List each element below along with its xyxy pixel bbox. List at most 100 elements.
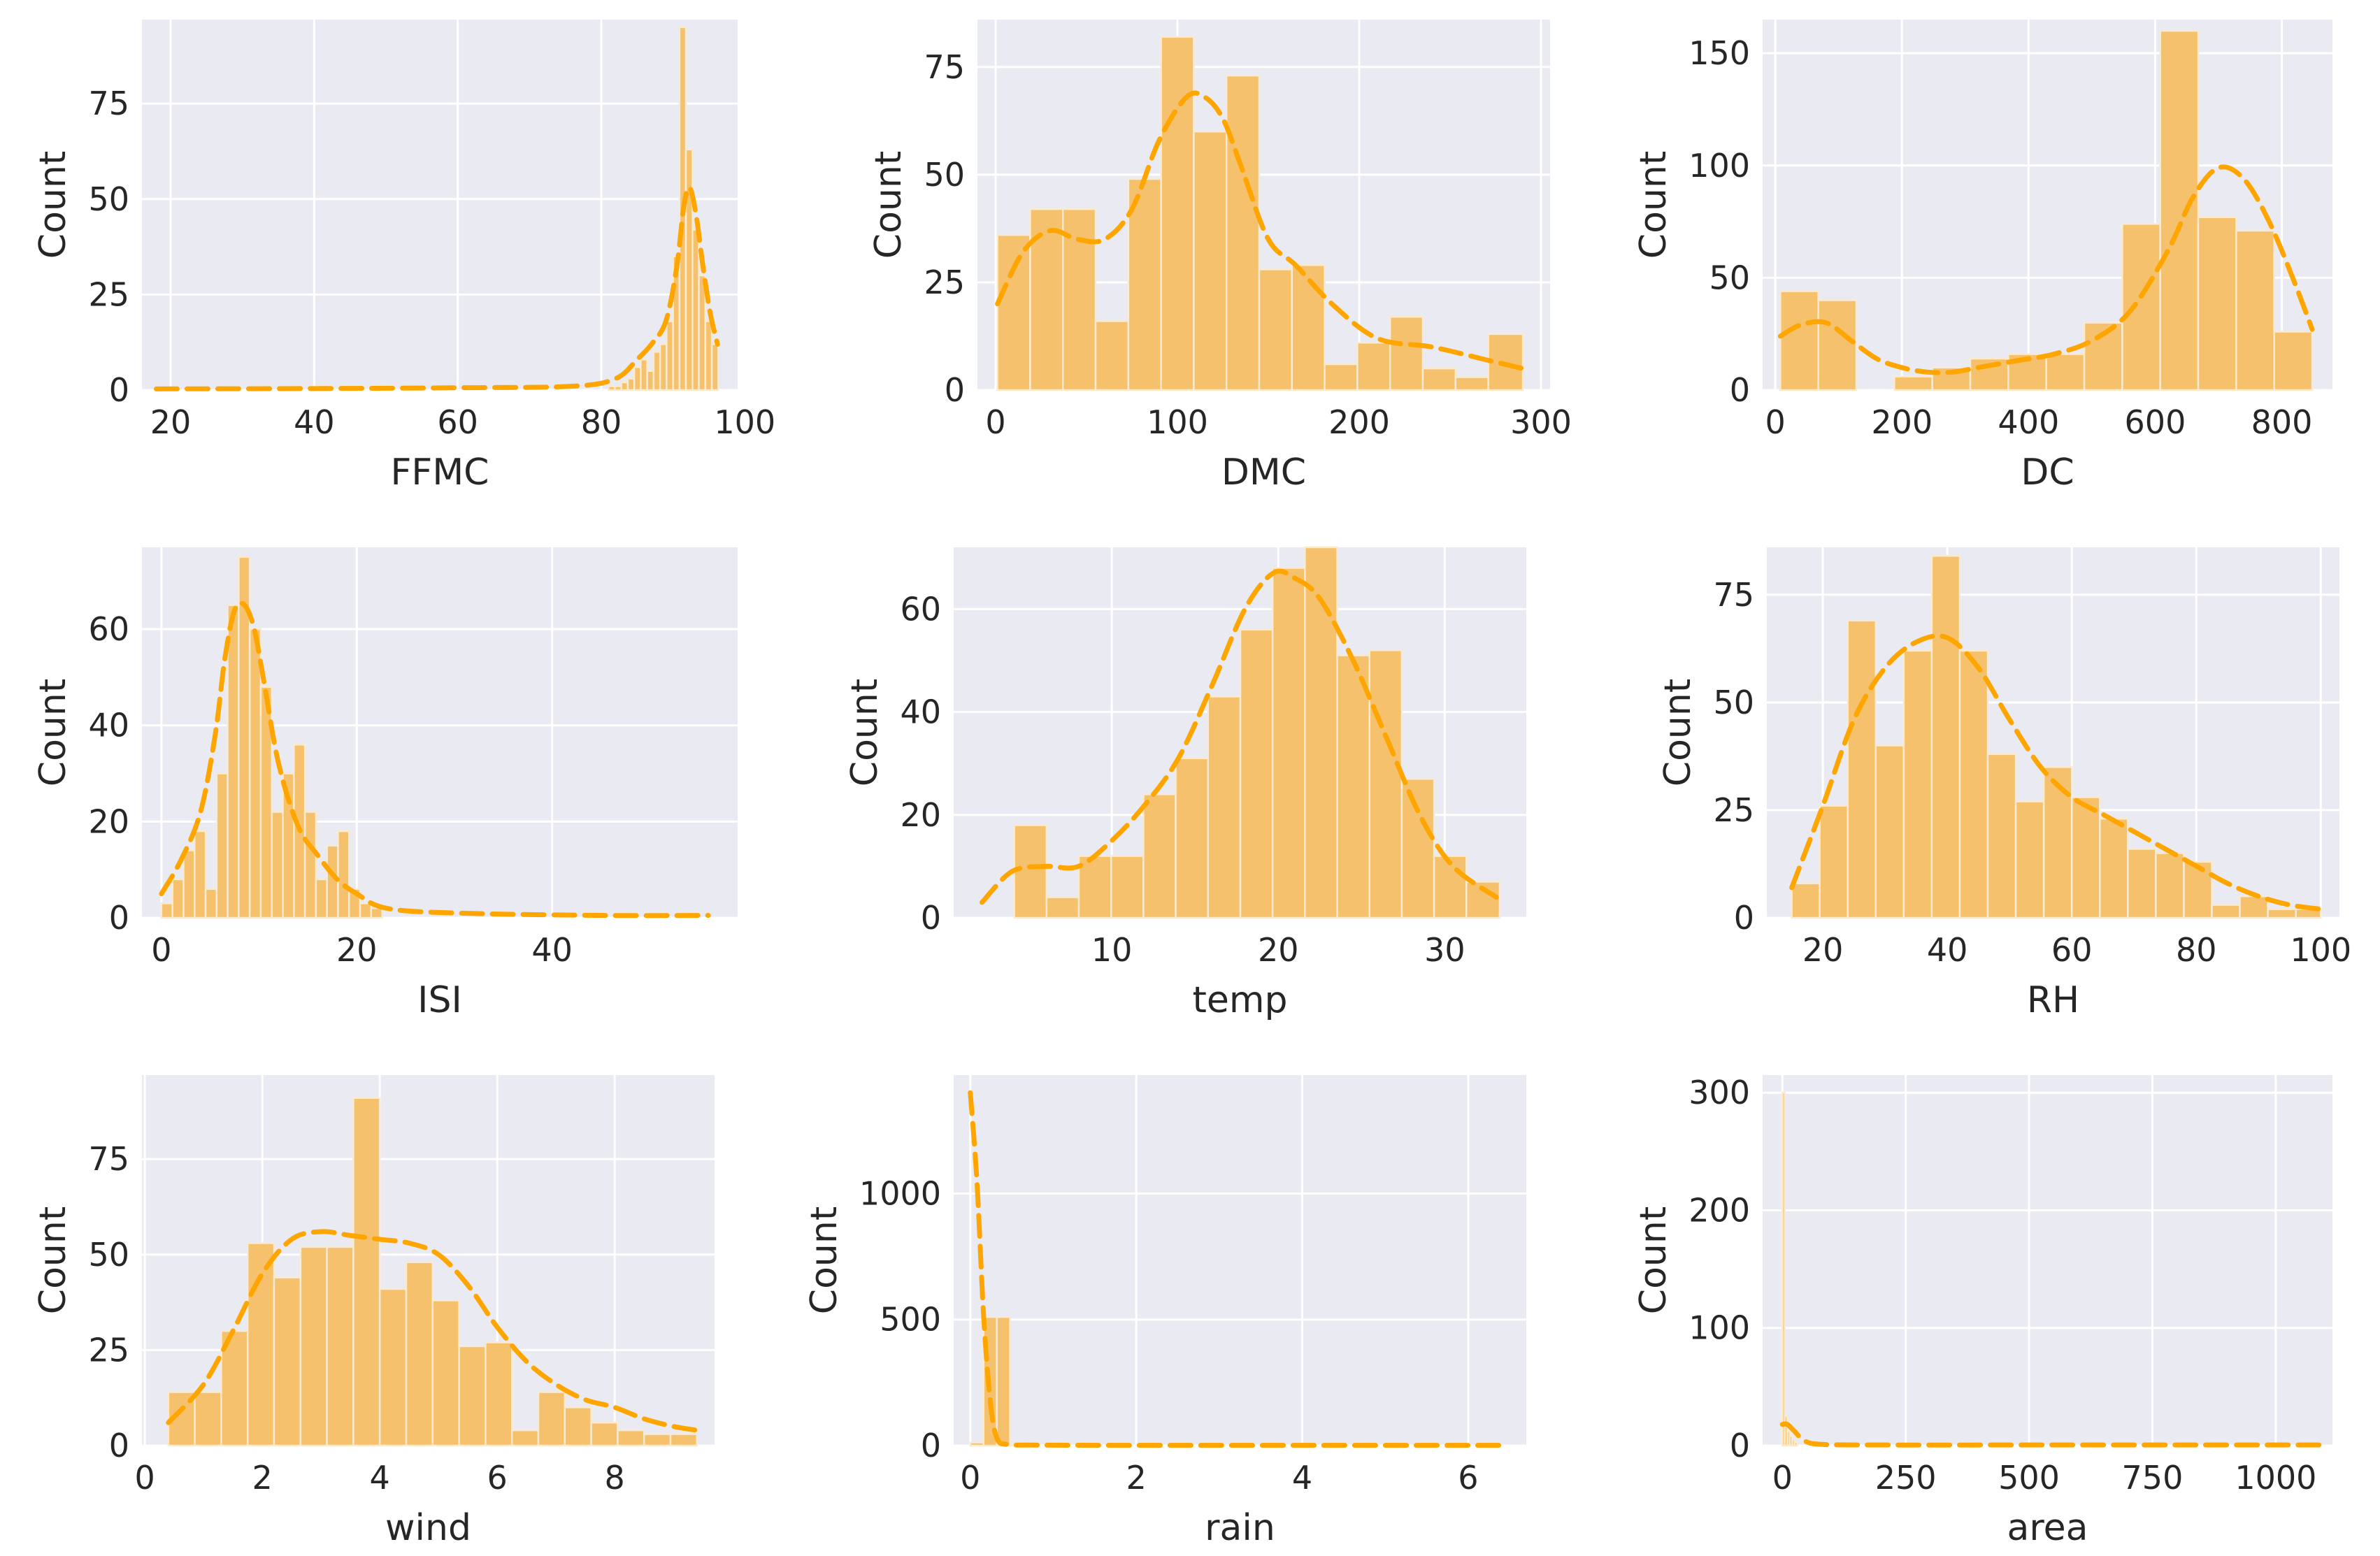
x-tick-label: 20 (1802, 931, 1844, 969)
y-tick-label: 200 (1689, 1191, 1750, 1229)
kde-line (1779, 1421, 2323, 1448)
y-tick-label: 20 (88, 802, 129, 840)
x-tick-label: 100 (1147, 403, 1208, 441)
x-tick-label: 0 (151, 931, 171, 969)
histogram-bar (359, 902, 373, 919)
histogram-bar (1013, 824, 1048, 919)
histogram-bar (1110, 855, 1145, 919)
kde-line (159, 600, 711, 919)
histogram-bar (1271, 567, 1306, 919)
histogram-bar (1304, 546, 1338, 919)
kde-line (1789, 633, 2323, 912)
histogram-bar (646, 370, 655, 391)
y-tick-label: 25 (924, 264, 965, 301)
histogram-bar (710, 343, 719, 391)
x-tick-label: 8 (605, 1459, 625, 1497)
kde-line (979, 568, 1499, 905)
histogram-bar (2121, 223, 2161, 391)
chart-panel-temp: 10 20 30 0 20 40 60 temp Count (844, 546, 1526, 1021)
x-tick-label: 40 (531, 931, 573, 969)
y-tick-label: 0 (1730, 371, 1750, 409)
histogram-bar (2235, 229, 2275, 391)
y-tick-label: 40 (900, 693, 941, 731)
kde-line (968, 1090, 1504, 1448)
x-tick-label: 4 (370, 1459, 390, 1497)
histogram-bar (2267, 908, 2297, 919)
histogram-bar (2127, 848, 2157, 919)
chart-panel-ffmc: 20 40 60 80 100 0 25 50 75 FFMC Count (32, 20, 775, 494)
histogram-bar (2083, 322, 2123, 391)
histogram-bar (194, 830, 207, 919)
y-tick-label: 300 (1689, 1074, 1750, 1111)
y-tick-label: 75 (1713, 576, 1754, 614)
histogram-bar (2239, 895, 2269, 919)
histogram-bar (1874, 744, 1905, 919)
y-tick-label: 0 (109, 1427, 129, 1464)
histogram-bar (698, 274, 707, 391)
y-tick-label: 60 (88, 610, 129, 648)
y-axis-label: Count (32, 1206, 74, 1314)
y-tick-label: 1000 (859, 1174, 941, 1212)
chart-panel-isi: 0 20 40 0 20 40 60 ISI Count (32, 547, 738, 1021)
histogram-bar (315, 878, 328, 919)
histogram-bar (1356, 341, 1391, 391)
histogram-bar (1193, 130, 1228, 391)
histogram-bar (1225, 74, 1261, 391)
x-tick-label: 0 (960, 1459, 980, 1497)
histogram-bar (1986, 753, 2017, 919)
histogram-bar (2273, 331, 2314, 391)
kde-line (154, 185, 720, 391)
y-tick-label: 50 (924, 156, 965, 194)
y-tick-label: 100 (1689, 147, 1750, 185)
x-tick-label: 80 (581, 403, 622, 441)
histogram-bar (996, 233, 1031, 391)
plot-background (142, 20, 738, 390)
x-tick-label: 750 (2122, 1459, 2184, 1497)
x-tick-label: 100 (2290, 931, 2351, 969)
histogram-bar (1160, 36, 1195, 391)
kde-line (995, 90, 1526, 371)
histogram-bar (1324, 363, 1359, 391)
x-tick-label: 250 (1875, 1459, 1937, 1497)
histogram-bar (640, 359, 648, 391)
histogram-bar (1127, 178, 1162, 391)
x-tick-label: 400 (1998, 403, 2059, 441)
y-tick-label: 50 (88, 1236, 129, 1274)
histogram-bar (182, 849, 196, 919)
histogram-bar (1779, 290, 1819, 391)
histogram-bar (1819, 805, 1849, 919)
histogram-bar (248, 628, 262, 919)
y-tick-label: 0 (921, 899, 941, 937)
y-axis-label: Count (803, 1206, 845, 1314)
x-tick-label: 40 (1927, 931, 1968, 969)
histogram-bar (510, 1429, 540, 1447)
chart-panel-rain: 0 2 4 6 0 500 1000 rain Count (803, 1075, 1526, 1549)
plot-background (1763, 1075, 2332, 1446)
y-tick-label: 100 (1689, 1309, 1750, 1347)
histogram-bar (1847, 619, 1877, 919)
y-tick-label: 500 (880, 1301, 941, 1339)
x-tick-label: 1000 (2235, 1459, 2316, 1497)
y-tick-label: 25 (1713, 791, 1754, 829)
histogram-bar (160, 902, 173, 919)
y-tick-label: 0 (1734, 899, 1754, 937)
y-tick-label: 60 (900, 590, 941, 628)
y-tick-label: 25 (88, 275, 129, 313)
histogram-bar (590, 1421, 619, 1447)
chart-panel-rh: 20 40 60 80 100 0 25 50 75 RH Count (1657, 547, 2351, 1021)
histogram-bar (614, 385, 622, 391)
chart-panel-area: 0 250 500 750 1000 0 100 200 300 area Count (1633, 1074, 2332, 1549)
histogram-bar (1239, 628, 1274, 919)
kde-line (166, 1229, 700, 1433)
y-tick-label: 20 (900, 796, 941, 834)
histogram-bar (299, 1246, 328, 1447)
kde-line (1777, 164, 2315, 375)
histogram-bar (633, 366, 642, 391)
histogram-bar (2211, 904, 2241, 919)
y-axis-label: Count (32, 151, 74, 259)
x-tick-label: 20 (1258, 931, 1299, 969)
x-tick-label: 0 (985, 403, 1005, 441)
histogram-bar (969, 1441, 984, 1447)
y-tick-label: 75 (88, 85, 129, 122)
